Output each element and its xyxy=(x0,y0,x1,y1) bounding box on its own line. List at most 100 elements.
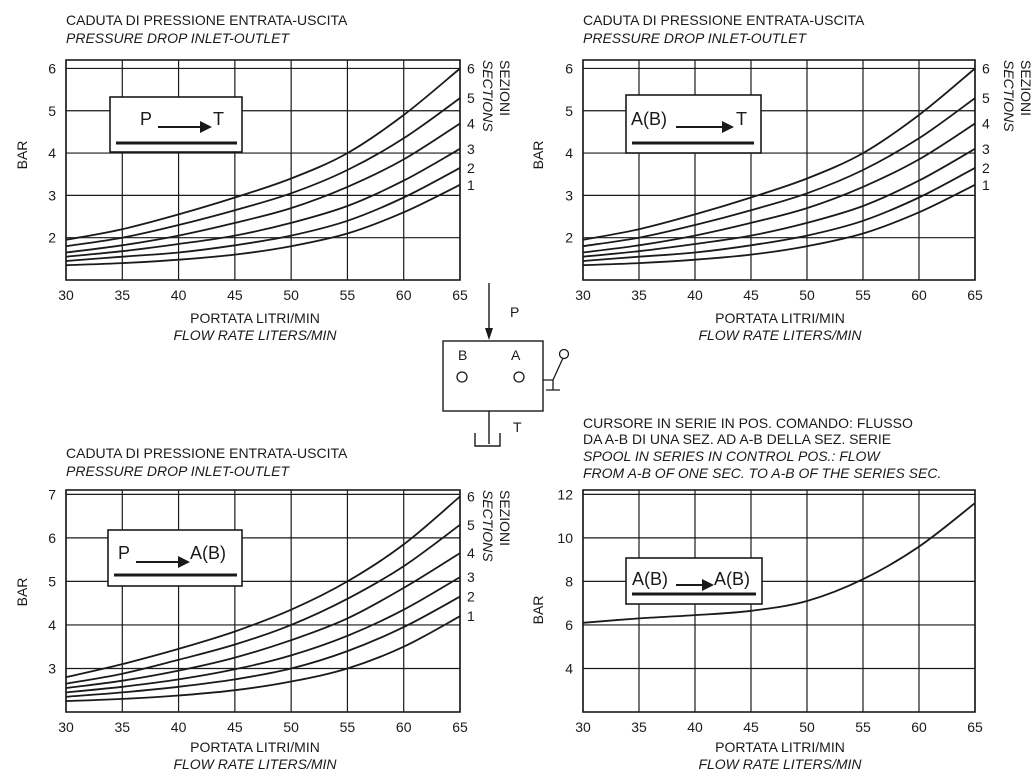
section-label-3: 3 xyxy=(982,141,990,157)
y-tick-label: 4 xyxy=(565,660,573,676)
chart-subtitle: PRESSURE DROP INLET-OUTLET xyxy=(583,30,807,46)
y-tick-label: 3 xyxy=(565,187,573,203)
chart-ab-to-ab: CURSORE IN SERIE IN POS. COMANDO: FLUSSO… xyxy=(530,415,983,772)
section-label-1: 1 xyxy=(982,177,990,193)
arrow-icon xyxy=(178,556,190,568)
y-tick-label: 4 xyxy=(48,617,56,633)
section-label-6: 6 xyxy=(467,60,475,76)
x-tick-label: 50 xyxy=(799,719,815,735)
x-tick-label: 60 xyxy=(396,719,412,735)
x-axis-label: PORTATA LITRI/MIN xyxy=(715,739,845,755)
series-line-2 xyxy=(582,167,976,262)
section-label-6: 6 xyxy=(467,489,475,505)
y-tick-label: 4 xyxy=(565,145,573,161)
flow-box-to: T xyxy=(736,109,747,129)
chart-subtitle: PRESSURE DROP INLET-OUTLET xyxy=(66,30,290,46)
series-line-3 xyxy=(65,576,461,694)
x-tick-label: 30 xyxy=(58,719,74,735)
plot-frame xyxy=(65,489,461,713)
y-tick-label: 3 xyxy=(48,660,56,676)
x-tick-label: 60 xyxy=(396,287,412,303)
sections-label-en: SECTIONS xyxy=(480,60,496,132)
y-tick-label: 6 xyxy=(565,617,573,633)
flow-box-from: A(B) xyxy=(632,569,668,589)
section-label-2: 2 xyxy=(467,160,475,176)
section-label-4: 4 xyxy=(467,545,475,561)
sections-label-en: SECTIONS xyxy=(1001,60,1017,132)
section-label-2: 2 xyxy=(467,589,475,605)
x-tick-label: 60 xyxy=(911,719,927,735)
x-axis-label-en: FLOW RATE LITERS/MIN xyxy=(173,327,337,343)
x-axis-label-en: FLOW RATE LITERS/MIN xyxy=(173,756,337,772)
arrow-icon xyxy=(200,121,212,133)
section-label-3: 3 xyxy=(467,141,475,157)
section-label-1: 1 xyxy=(467,608,475,624)
ticks: 30 35 40 45 50 55 60 65 4 6 8 10 12 xyxy=(557,486,983,735)
x-tick-label: 50 xyxy=(283,719,299,735)
chart-subtitle: PRESSURE DROP INLET-OUTLET xyxy=(66,463,290,479)
grid xyxy=(65,59,461,281)
y-tick-label: 2 xyxy=(565,230,573,246)
flow-box: A(B) T xyxy=(625,94,762,154)
series-line-main xyxy=(582,502,976,624)
plot-frame xyxy=(65,59,461,281)
curves xyxy=(582,502,976,624)
curves xyxy=(582,67,976,267)
grid xyxy=(65,489,461,713)
x-tick-label: 40 xyxy=(687,287,703,303)
y-tick-label: 7 xyxy=(48,486,56,502)
x-tick-label: 55 xyxy=(340,287,356,303)
section-label-4: 4 xyxy=(467,115,475,131)
flow-box-from: P xyxy=(140,109,152,129)
chart-p-to-t: CADUTA DI PRESSIONE ENTRATA-USCITA PRESS… xyxy=(14,12,513,343)
series-line-1 xyxy=(582,183,976,267)
section-label-5: 5 xyxy=(982,90,990,106)
series-line-5 xyxy=(582,97,976,248)
flow-box-from: A(B) xyxy=(631,109,667,129)
arrow-icon xyxy=(722,121,734,133)
flow-box-to: A(B) xyxy=(190,543,226,563)
chart-title: CADUTA DI PRESSIONE ENTRATA-USCITA xyxy=(66,12,348,28)
section-label-4: 4 xyxy=(982,115,990,131)
flow-box: P A(B) xyxy=(107,529,243,587)
series-line-2 xyxy=(65,167,461,262)
series-line-5 xyxy=(65,97,461,248)
x-tick-label: 35 xyxy=(114,287,130,303)
plot-frame xyxy=(582,489,976,713)
y-tick-label: 6 xyxy=(48,60,56,76)
x-tick-label: 35 xyxy=(114,719,130,735)
flow-box-from: P xyxy=(118,543,130,563)
section-label-5: 5 xyxy=(467,517,475,533)
series-line-4 xyxy=(582,122,976,254)
section-label-5: 5 xyxy=(467,90,475,106)
arrow-icon xyxy=(702,579,714,591)
flow-box: P T xyxy=(109,96,243,153)
series-line-6 xyxy=(65,495,461,679)
series-line-4 xyxy=(65,122,461,254)
lever-knob-icon xyxy=(558,348,570,360)
flow-box-to: T xyxy=(213,109,224,129)
y-axis-label: BAR xyxy=(14,141,30,170)
y-axis-label: BAR xyxy=(14,578,30,607)
y-axis-label: BAR xyxy=(530,141,546,170)
series-line-6 xyxy=(582,67,976,241)
chart-ab-to-t: CADUTA DI PRESSIONE ENTRATA-USCITA PRESS… xyxy=(530,12,1034,343)
y-tick-label: 6 xyxy=(565,60,573,76)
tank-icon xyxy=(474,411,501,447)
chart-subtitle-line-2: FROM A-B OF ONE SEC. TO A-B OF THE SERIE… xyxy=(583,465,941,481)
series-line-4 xyxy=(65,552,461,689)
section-label-3: 3 xyxy=(467,569,475,585)
y-tick-label: 5 xyxy=(48,573,56,589)
y-tick-label: 5 xyxy=(48,103,56,119)
section-label-2: 2 xyxy=(982,160,990,176)
series-line-6 xyxy=(65,67,461,241)
x-tick-label: 65 xyxy=(967,719,983,735)
x-tick-label: 35 xyxy=(631,719,647,735)
chart-title: CADUTA DI PRESSIONE ENTRATA-USCITA xyxy=(583,12,865,28)
sections-label-en: SECTIONS xyxy=(480,490,496,562)
x-axis-label: PORTATA LITRI/MIN xyxy=(190,310,320,326)
x-tick-label: 30 xyxy=(575,287,591,303)
x-tick-label: 55 xyxy=(855,287,871,303)
